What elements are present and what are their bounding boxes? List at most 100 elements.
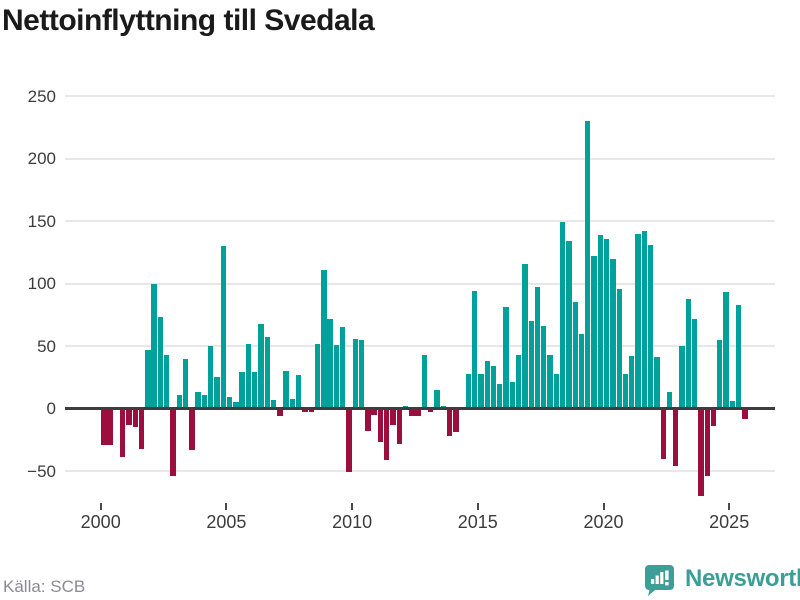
newsworthy-logo-text: Newsworthy: [685, 565, 800, 592]
x-tick-2015: [476, 503, 479, 510]
bar-2020-q1: [603, 238, 610, 409]
bar-2007-q3: [289, 398, 296, 409]
bar-2022-q3: [666, 392, 673, 409]
bar-2006-q1: [251, 372, 258, 409]
bar-2001-q1: [126, 408, 132, 425]
bar-2005-q1: [226, 397, 233, 409]
bar-2021-q3: [641, 231, 648, 409]
bar-2017-q3: [541, 326, 547, 409]
x-tick-2010: [351, 503, 354, 510]
bar-2021-q4: [647, 244, 654, 409]
bar-2006-q3: [264, 337, 270, 409]
bar-2020-q3: [616, 288, 622, 409]
y-axis-label-0: 0: [46, 399, 56, 418]
bar-2000-q2: [107, 408, 113, 445]
x-axis-label-2005: 2005: [206, 512, 247, 532]
bar-2003-q3: [189, 408, 195, 450]
bar-2012-q2: [409, 408, 415, 416]
bar-2015-q1: [478, 373, 484, 409]
bar-2022-q2: [660, 408, 666, 459]
bar-2009-q2: [333, 344, 340, 409]
bar-2021-q1: [629, 356, 635, 409]
bar-2011-q4: [396, 408, 402, 444]
chart-title: Nettoinflyttning till Svedala: [2, 4, 375, 37]
gridline--50: [65, 470, 775, 472]
bar-2021-q2: [635, 233, 641, 409]
bar-2005-q2: [233, 402, 239, 409]
bar-2007-q1: [277, 408, 283, 416]
bar-2024-q4: [723, 292, 729, 409]
bar-2004-q4: [220, 246, 226, 409]
bar-2002-q3: [164, 354, 170, 409]
newsworthy-logo-icon: [645, 564, 674, 596]
bar-2023-q3: [691, 318, 698, 409]
x-axis-label-2000: 2000: [80, 512, 121, 532]
bar-2009-q1: [327, 318, 333, 409]
bar-2007-q4: [295, 374, 302, 409]
bar-2024-q1: [704, 408, 710, 476]
bar-2019-q4: [597, 234, 604, 409]
y-axis-label-100: 100: [27, 274, 56, 293]
bar-2018-q4: [572, 302, 578, 409]
bar-2010-q1: [352, 338, 358, 409]
x-tick-2020: [602, 503, 605, 510]
gridline-250: [65, 95, 775, 97]
bar-2025-q2: [735, 304, 742, 409]
bar-2007-q2: [283, 371, 289, 409]
y-axis-label-200: 200: [27, 149, 56, 168]
x-tick-2000: [99, 503, 102, 510]
bar-2005-q4: [245, 343, 252, 409]
bar-2005-q3: [239, 372, 245, 409]
bar-2010-q3: [365, 408, 371, 431]
bar-2015-q2: [484, 361, 490, 409]
bar-2001-q3: [138, 408, 145, 449]
bar-2006-q4: [270, 399, 277, 409]
x-axis-label-2015: 2015: [457, 512, 498, 532]
x-tick-2025: [728, 503, 731, 510]
bar-2019-q1: [578, 333, 585, 409]
bar-2002-q2: [157, 317, 164, 409]
bar-2010-q2: [358, 339, 365, 409]
bar-2011-q1: [377, 408, 384, 443]
bar-2024-q2: [710, 408, 717, 426]
bar-2002-q4: [170, 408, 176, 476]
y-axis-label-150: 150: [27, 211, 56, 231]
y-axis-label--50: −50: [27, 461, 56, 481]
bar-2013-q4: [446, 408, 453, 436]
bar-2023-q4: [698, 408, 704, 496]
bar-2023-q2: [685, 298, 692, 409]
gridline-150: [65, 220, 775, 222]
bar-2024-q3: [717, 339, 723, 409]
bar-2001-q2: [132, 408, 138, 428]
bar-2023-q1: [679, 346, 685, 409]
newsworthy-logo: Newsworthy: [643, 561, 800, 597]
bar-2012-q3: [415, 408, 421, 416]
bar-2003-q1: [176, 394, 182, 409]
bar-2014-q4: [471, 291, 478, 409]
bar-2018-q2: [559, 222, 566, 409]
bar-2016-q3: [515, 354, 522, 409]
y-axis-label-50: 50: [37, 336, 56, 356]
bar-2004-q3: [214, 377, 220, 409]
bar-2012-q4: [421, 354, 428, 409]
bar-2017-q1: [528, 321, 534, 409]
bar-2004-q1: [201, 394, 208, 409]
bar-2019-q2: [585, 121, 591, 409]
bar-2015-q4: [497, 383, 503, 409]
bar-2022-q4: [673, 408, 679, 466]
bar-2004-q2: [207, 346, 214, 409]
bar-2015-q3: [490, 366, 497, 409]
x-axis-label-2025: 2025: [709, 512, 750, 532]
zero-line: [65, 407, 775, 410]
source-label: Källa: SCB: [3, 577, 86, 596]
bar-2002-q1: [151, 283, 157, 409]
bar-2018-q1: [553, 373, 560, 409]
bar-2022-q1: [654, 357, 660, 409]
bar-2011-q2: [383, 408, 390, 460]
bar-2019-q3: [591, 256, 597, 409]
bar-2001-q4: [145, 349, 151, 409]
bar-2011-q3: [390, 408, 396, 425]
bar-2009-q3: [339, 327, 346, 409]
